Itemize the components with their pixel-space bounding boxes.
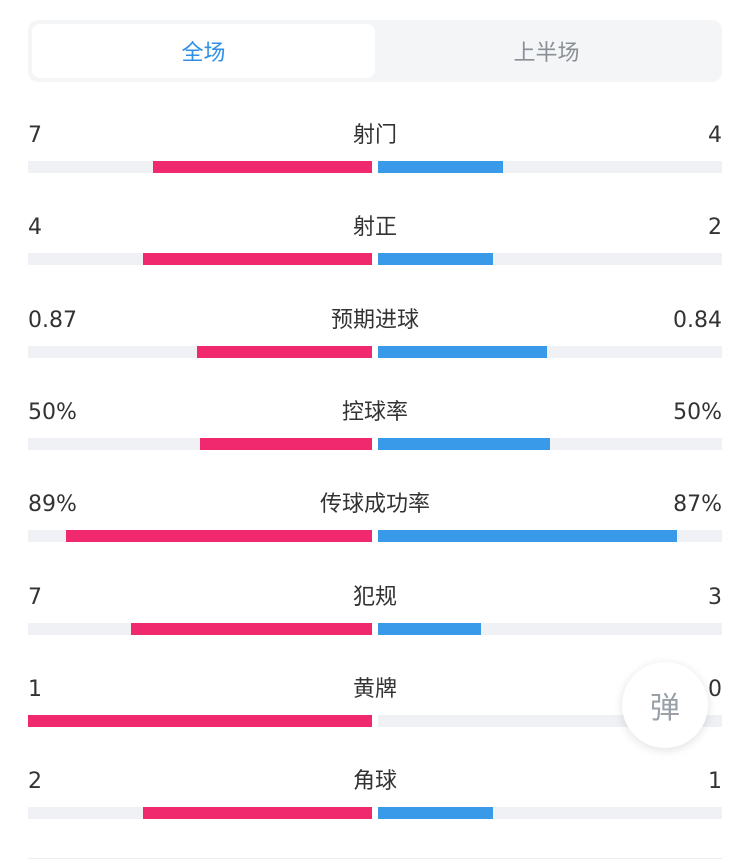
away-value: 0.84 [673, 308, 722, 333]
home-value: 2 [28, 769, 42, 794]
home-bar-track [28, 715, 372, 727]
home-bar-track [28, 530, 372, 542]
away-value: 1 [708, 769, 722, 794]
stat-label: 犯规 [352, 585, 397, 610]
away-bar [378, 530, 677, 542]
home-value: 50% [28, 400, 77, 425]
home-bar-track [28, 438, 372, 450]
home-value: 0.87 [28, 308, 77, 333]
away-bar [378, 253, 493, 265]
stat-row: 角球 2 1 [28, 768, 722, 828]
period-tabs: 全场 上半场 [28, 20, 722, 82]
stat-row: 射正 4 2 [28, 214, 722, 274]
home-bar-track [28, 161, 372, 173]
stat-label: 控球率 [341, 400, 408, 425]
stat-row: 射门 7 4 [28, 122, 722, 182]
away-bar [378, 346, 547, 358]
away-value: 87% [673, 492, 722, 517]
home-bar-track [28, 807, 372, 819]
away-bar-track [378, 530, 722, 542]
home-bar [197, 346, 372, 358]
home-bar [143, 253, 372, 265]
away-bar-track [378, 623, 722, 635]
away-value: 3 [708, 585, 722, 610]
away-bar [378, 438, 550, 450]
home-bar [153, 161, 372, 173]
stat-row: 犯规 7 3 [28, 584, 722, 644]
home-value: 7 [28, 585, 42, 610]
home-bar-track [28, 253, 372, 265]
away-value: 2 [708, 215, 722, 240]
away-bar [378, 807, 493, 819]
tab-full-match[interactable]: 全场 [32, 24, 375, 78]
home-value: 4 [28, 215, 42, 240]
divider [28, 858, 722, 859]
stat-label: 角球 [352, 769, 397, 794]
stat-row: 预期进球 0.87 0.84 [28, 307, 722, 367]
away-bar-track [378, 346, 722, 358]
home-bar [143, 807, 372, 819]
home-value: 1 [28, 677, 42, 702]
stat-row: 传球成功率 89% 87% [28, 491, 722, 551]
stat-label: 射门 [352, 123, 397, 148]
home-bar [66, 530, 372, 542]
away-bar-track [378, 438, 722, 450]
home-bar-track [28, 346, 372, 358]
danmu-button[interactable]: 弹 [622, 662, 708, 748]
stat-row: 控球率 50% 50% [28, 399, 722, 459]
home-bar-track [28, 623, 372, 635]
stat-label: 射正 [352, 215, 397, 240]
stat-label: 黄牌 [352, 677, 397, 702]
away-bar-track [378, 161, 722, 173]
away-bar-track [378, 807, 722, 819]
away-value: 0 [708, 677, 722, 702]
stat-label: 预期进球 [330, 308, 419, 333]
away-value: 4 [708, 123, 722, 148]
home-bar [200, 438, 372, 450]
home-value: 89% [28, 492, 77, 517]
home-bar [131, 623, 372, 635]
home-value: 7 [28, 123, 42, 148]
home-bar [28, 715, 372, 727]
stat-row: 黄牌 1 0 [28, 676, 722, 736]
away-bar [378, 161, 503, 173]
away-bar-track [378, 253, 722, 265]
away-bar [378, 623, 481, 635]
away-value: 50% [673, 400, 722, 425]
tab-first-half[interactable]: 上半场 [513, 41, 580, 66]
stat-label: 传球成功率 [319, 492, 430, 517]
